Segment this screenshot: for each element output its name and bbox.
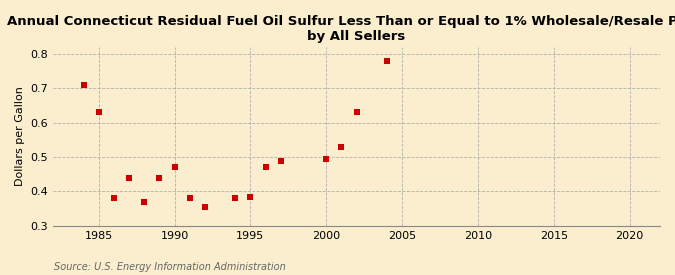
Title: Annual Connecticut Residual Fuel Oil Sulfur Less Than or Equal to 1% Wholesale/R: Annual Connecticut Residual Fuel Oil Sul…: [7, 15, 675, 43]
Text: Source: U.S. Energy Information Administration: Source: U.S. Energy Information Administ…: [54, 262, 286, 272]
Y-axis label: Dollars per Gallon: Dollars per Gallon: [15, 86, 25, 186]
